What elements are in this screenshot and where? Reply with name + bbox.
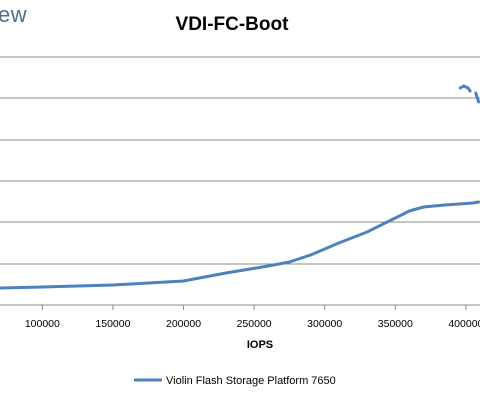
x-axis <box>0 304 480 310</box>
series-line-0-hook <box>458 84 472 93</box>
x-tick-label-0: 100000 <box>25 318 60 330</box>
series-line-0 <box>0 200 480 290</box>
x-axis-label: IOPS <box>247 339 273 351</box>
x-tick-label-3: 250000 <box>237 318 272 330</box>
x-tick-label-6: 400000 <box>448 318 480 330</box>
series-line-0-tail <box>474 91 480 104</box>
x-tick-label-5: 350000 <box>378 318 413 330</box>
chart-title: VDI-FC-Boot <box>175 14 289 35</box>
x-tick-labels: 100000 150000 200000 250000 300000 350000 4000… <box>25 318 480 330</box>
x-tick-label-2: 200000 <box>166 318 201 330</box>
brand-logo-fragment: ew <box>0 2 28 27</box>
legend: Violin Flash Storage Platform 7650 <box>134 375 336 387</box>
x-tick-label-4: 300000 <box>307 318 342 330</box>
x-tick-label-1: 150000 <box>95 318 130 330</box>
series-layer <box>0 84 480 290</box>
legend-item-label: Violin Flash Storage Platform 7650 <box>166 375 336 387</box>
gridlines <box>0 56 480 265</box>
